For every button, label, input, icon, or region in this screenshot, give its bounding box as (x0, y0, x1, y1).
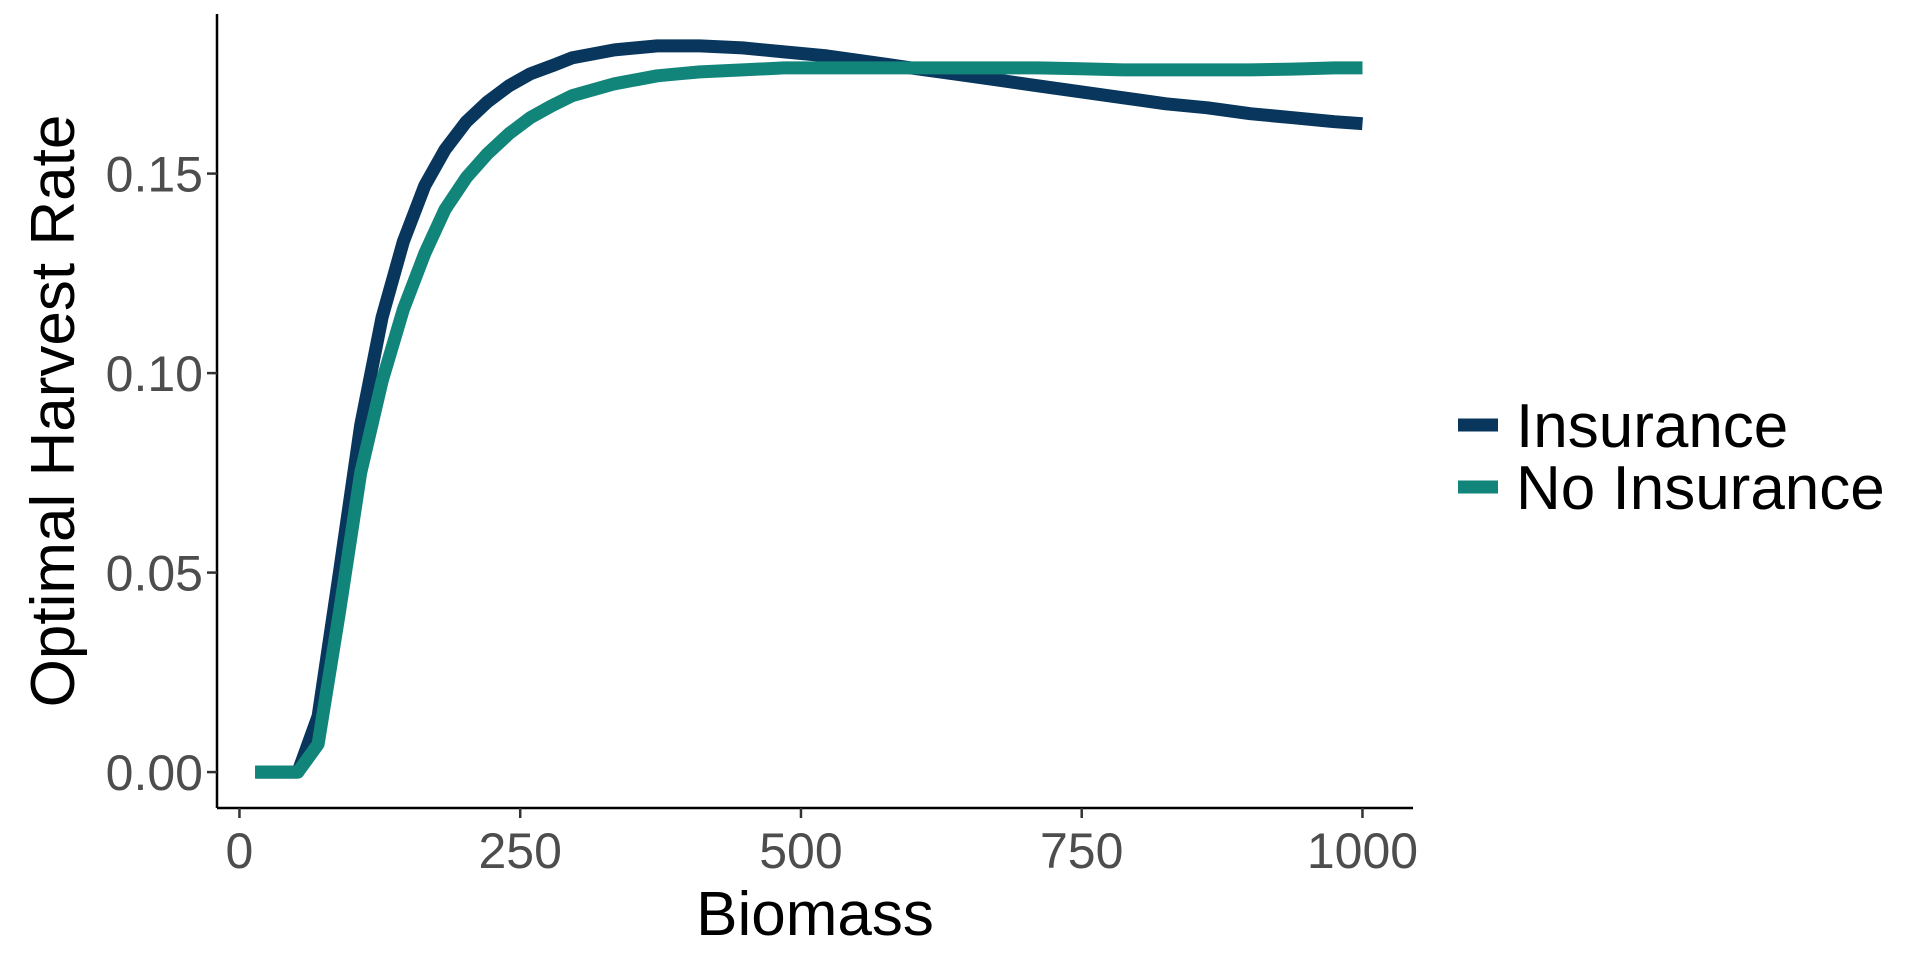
x-axis-title: Biomass (696, 880, 934, 949)
y-tick-label: 0.00 (106, 745, 203, 801)
x-tick-label: 0 (226, 823, 254, 879)
x-tick-label: 500 (759, 823, 842, 879)
y-tick-label: 0.15 (106, 147, 203, 203)
x-tick-label: 750 (1040, 823, 1123, 879)
series-line-no-insurance (255, 61, 1363, 779)
series-layer (255, 39, 1363, 779)
x-tick-label: 250 (478, 823, 561, 879)
ticks-layer: 0 250 500 750 1000 0.00 0.05 0.10 0.15 (106, 147, 1418, 879)
x-tick-label: 1000 (1307, 823, 1418, 879)
y-axis-title: Optimal Harvest Rate (19, 115, 88, 708)
y-tick-label: 0.10 (106, 346, 203, 402)
series-line-insurance (255, 39, 1363, 779)
legend-label: No Insurance (1516, 454, 1885, 523)
y-tick-label: 0.05 (106, 546, 203, 602)
legend-label: Insurance (1516, 392, 1788, 461)
